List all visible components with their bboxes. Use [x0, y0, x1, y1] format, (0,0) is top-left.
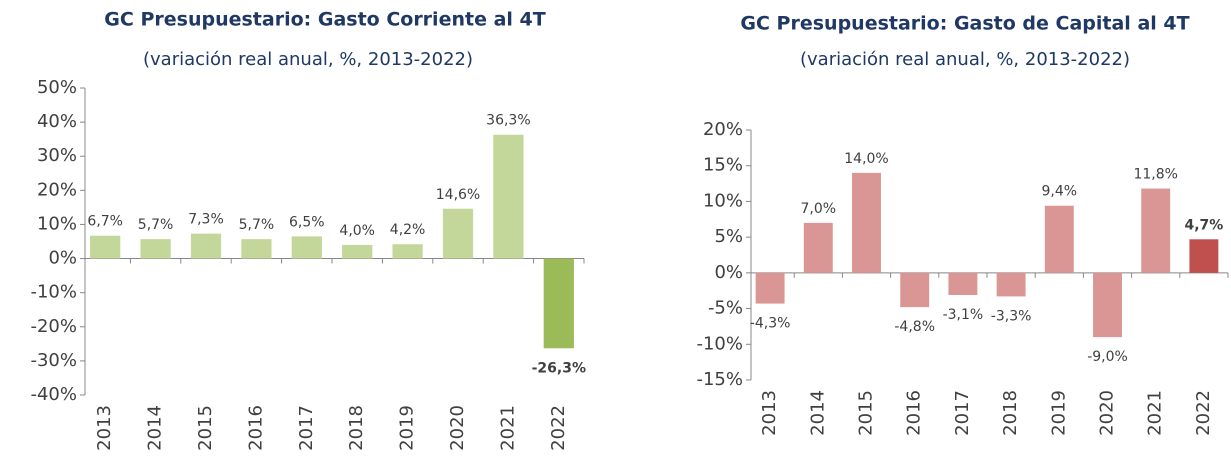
- x-tick-label: 2019: [1048, 390, 1069, 436]
- bar: [948, 272, 978, 295]
- x-tick-label: 2014: [807, 390, 828, 436]
- value-label: 9,4%: [1042, 184, 1078, 200]
- bar: [493, 134, 524, 259]
- y-tick-label: -40%: [30, 384, 77, 405]
- value-label: 14,6%: [436, 187, 480, 203]
- bar: [140, 239, 171, 259]
- x-tick-label: 2019: [397, 405, 418, 451]
- value-label: -3,1%: [943, 307, 984, 323]
- bar: [342, 244, 373, 259]
- bar: [241, 239, 272, 259]
- bar: [90, 235, 121, 259]
- y-tick-label: 50%: [37, 77, 77, 98]
- x-tick-label: 2017: [296, 405, 317, 451]
- bar: [1093, 272, 1122, 338]
- x-tick-label: 2020: [447, 405, 468, 451]
- y-tick-label: 10%: [37, 213, 77, 234]
- bar: [852, 172, 881, 273]
- y-tick-label: -15%: [696, 369, 743, 390]
- y-tick-label: 15%: [703, 155, 743, 176]
- value-label: 4,7%: [1184, 217, 1223, 233]
- x-tick-label: 2016: [904, 390, 925, 436]
- value-label: 6,5%: [289, 214, 325, 230]
- value-label: 36,3%: [486, 113, 530, 129]
- x-tick-label: 2013: [94, 405, 115, 451]
- y-tick-label: 0%: [714, 262, 743, 283]
- x-tick-label: 2015: [195, 405, 216, 451]
- bar: [996, 272, 1026, 297]
- chart-subtitle: (variación real anual, %, 2013-2022): [800, 49, 1130, 70]
- y-tick-label: 5%: [714, 226, 743, 247]
- bar: [1141, 188, 1171, 273]
- chart-subtitle: (variación real anual, %, 2013-2022): [143, 49, 473, 70]
- value-label: 4,2%: [390, 222, 426, 238]
- y-tick-label: 10%: [703, 190, 743, 211]
- x-tick-label: 2022: [548, 405, 569, 451]
- value-label: -26,3%: [532, 360, 586, 376]
- value-label: 14,0%: [844, 151, 888, 167]
- value-label: -4,8%: [894, 319, 935, 335]
- bar: [1189, 239, 1219, 273]
- bar: [190, 233, 222, 259]
- value-label: 6,7%: [87, 214, 123, 230]
- bar: [1044, 205, 1074, 273]
- x-tick-label: 2013: [759, 390, 780, 436]
- value-label: -4,3%: [750, 316, 791, 332]
- x-tick-label: 2014: [145, 405, 166, 451]
- value-label: 11,8%: [1133, 167, 1177, 183]
- bar: [291, 236, 322, 259]
- value-label: -9,0%: [1087, 349, 1128, 365]
- value-label: 4,0%: [339, 223, 375, 239]
- y-tick-label: 40%: [37, 111, 77, 132]
- y-tick-label: -10%: [30, 282, 77, 303]
- value-label: 5,7%: [239, 217, 275, 233]
- x-tick-label: 2022: [1193, 390, 1214, 436]
- y-tick-label: 30%: [37, 145, 77, 166]
- bar: [543, 258, 574, 349]
- y-tick-label: -20%: [30, 316, 77, 337]
- value-label: 5,7%: [138, 217, 174, 233]
- y-tick-label: -10%: [696, 333, 743, 354]
- value-label: -3,3%: [991, 308, 1032, 324]
- bar: [755, 272, 785, 304]
- chart-title: GC Presupuestario: Gasto de Capital al 4…: [740, 13, 1189, 35]
- bar: [803, 222, 833, 273]
- chart-title: GC Presupuestario: Gasto Corriente al 4T: [104, 9, 545, 31]
- y-tick-label: 0%: [48, 248, 77, 269]
- y-tick-label: 20%: [37, 179, 77, 200]
- y-tick-label: -30%: [30, 350, 77, 371]
- x-tick-label: 2018: [346, 405, 367, 451]
- value-label: 7,3%: [188, 212, 224, 228]
- x-tick-label: 2017: [952, 390, 973, 436]
- x-tick-label: 2016: [245, 405, 266, 451]
- y-tick-label: 20%: [703, 119, 743, 140]
- y-tick-label: -5%: [708, 298, 743, 319]
- bar: [392, 244, 423, 259]
- bar: [900, 272, 930, 308]
- x-tick-label: 2020: [1097, 390, 1118, 436]
- value-label: 7,0%: [801, 201, 837, 217]
- bar: [442, 208, 474, 259]
- x-tick-label: 2015: [856, 390, 877, 436]
- x-tick-label: 2021: [1145, 390, 1166, 436]
- x-tick-label: 2018: [1000, 390, 1021, 436]
- x-tick-label: 2021: [497, 405, 518, 451]
